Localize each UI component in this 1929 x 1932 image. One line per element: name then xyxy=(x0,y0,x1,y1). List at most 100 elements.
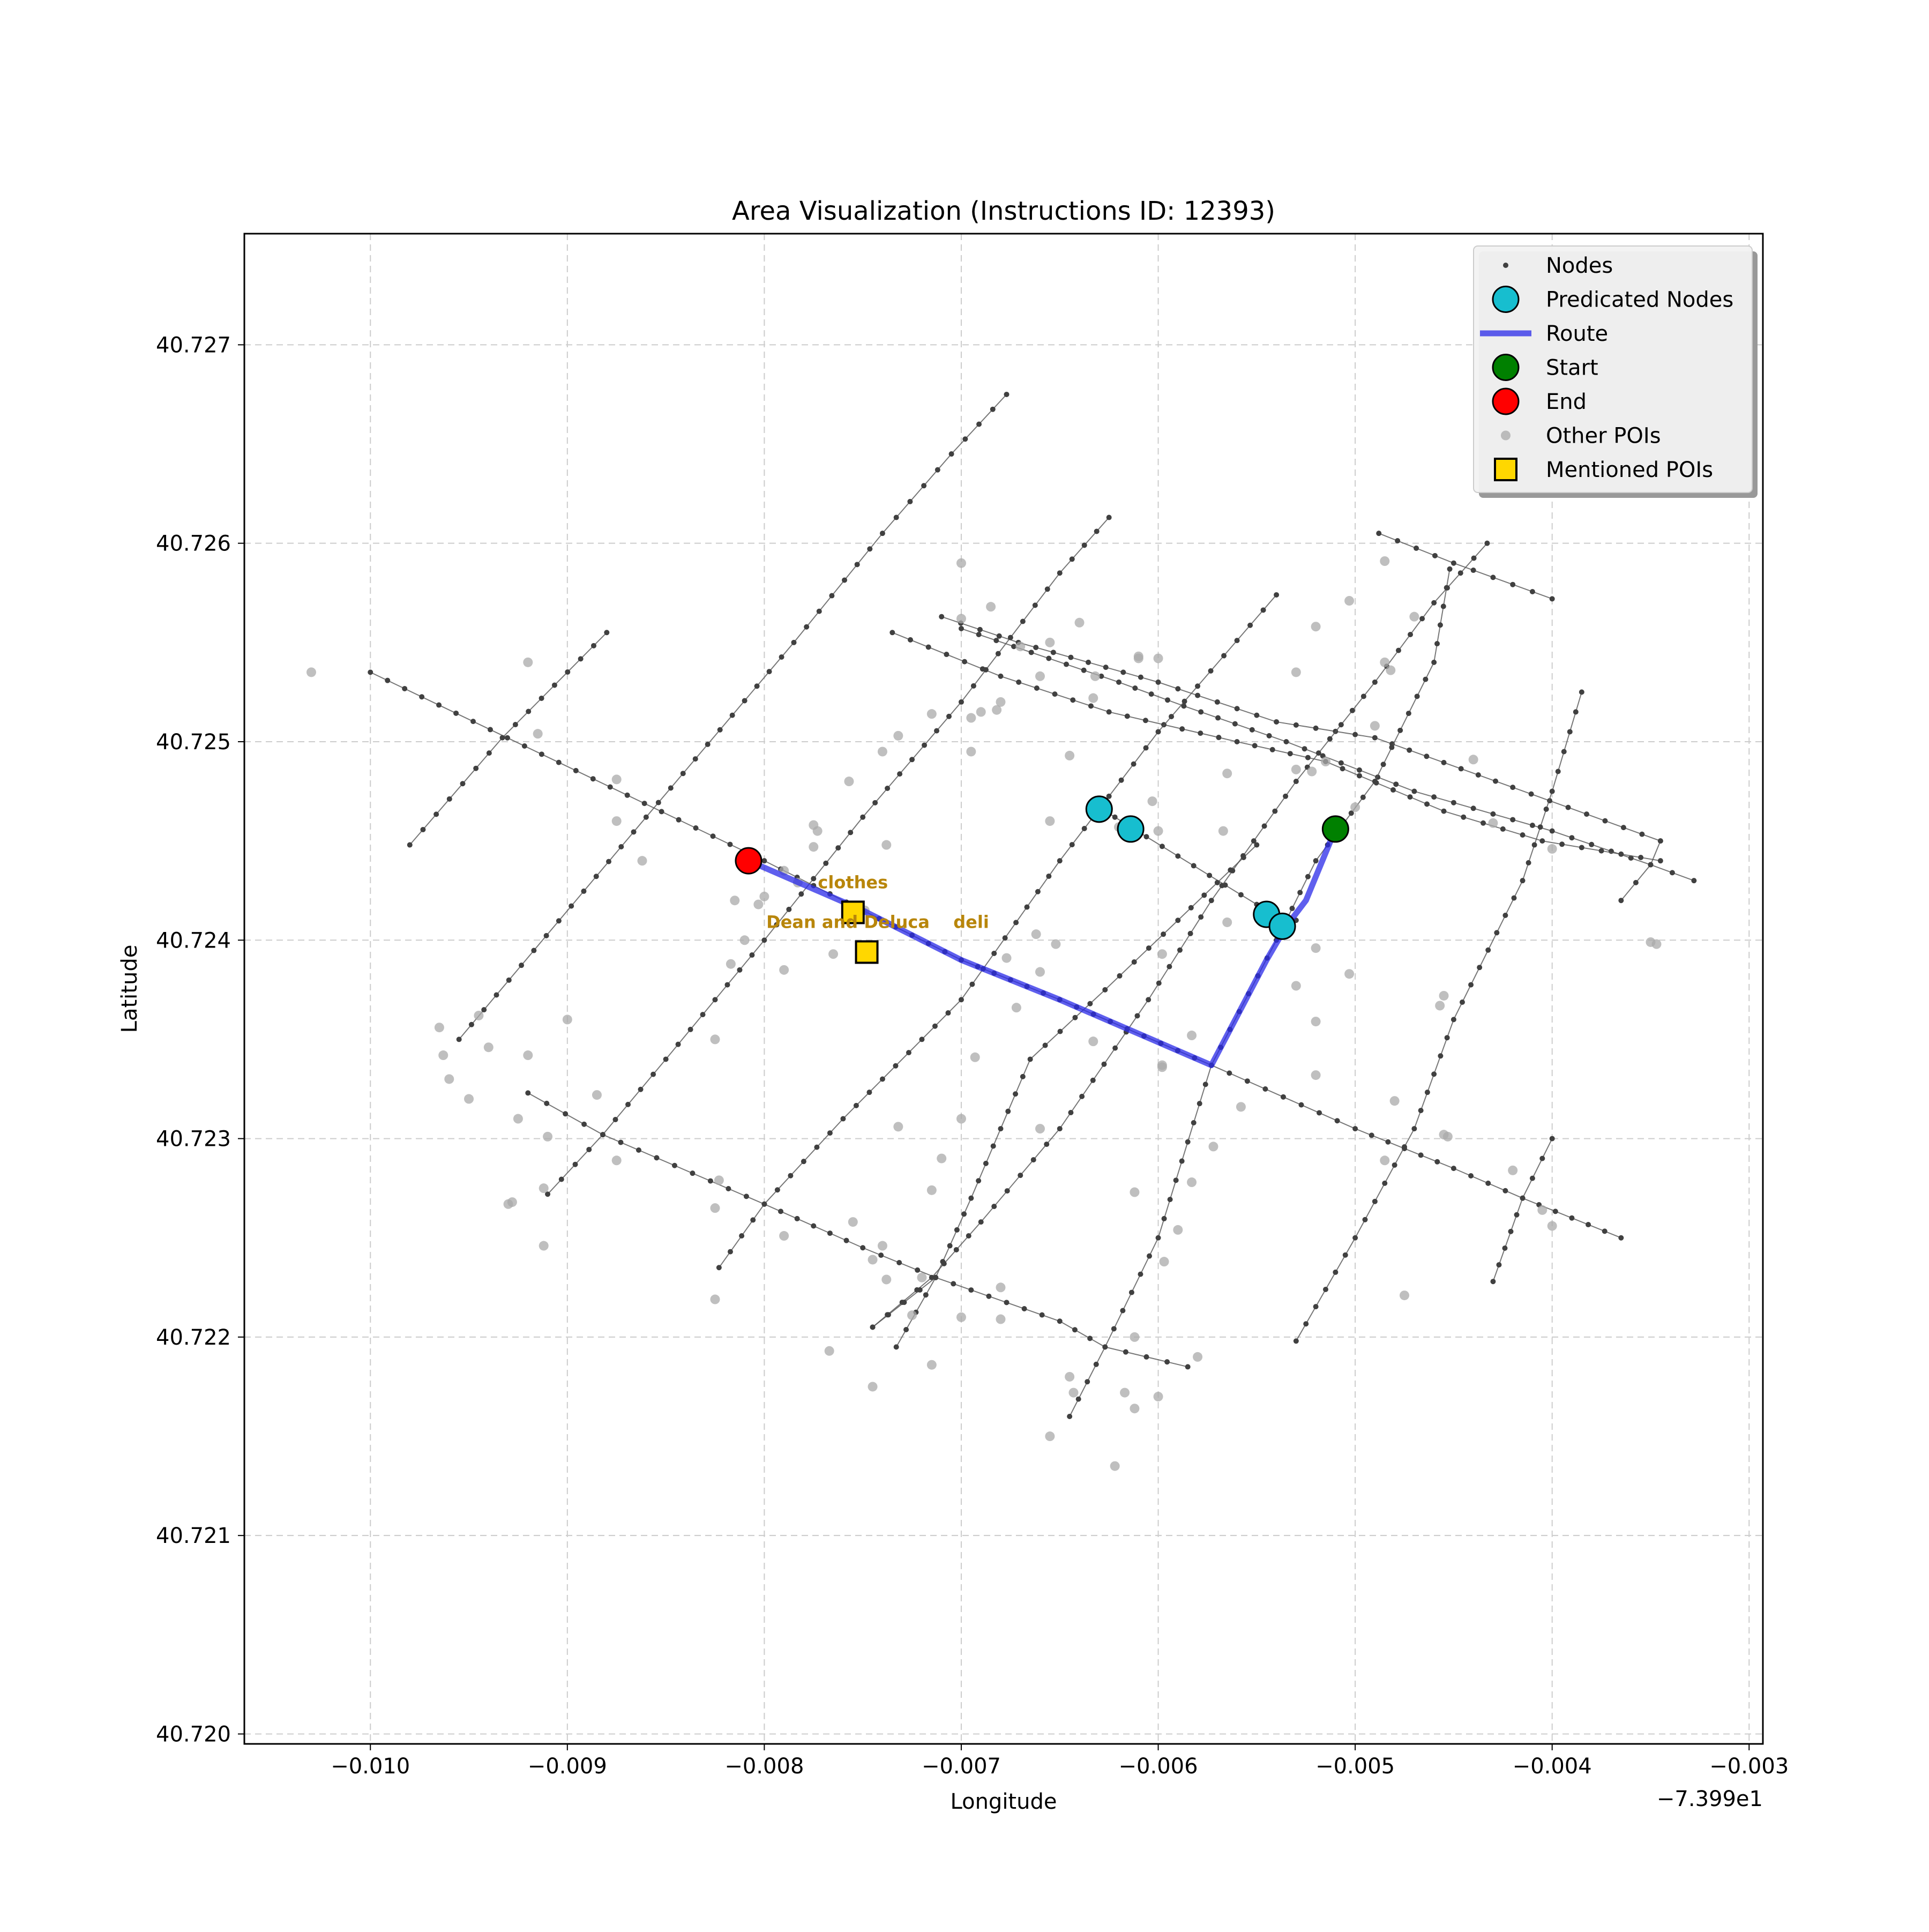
node xyxy=(1087,1001,1093,1006)
node xyxy=(1470,568,1476,573)
node xyxy=(1573,709,1579,715)
node xyxy=(1093,1361,1099,1367)
node xyxy=(1161,931,1167,937)
node xyxy=(1146,997,1152,1003)
node xyxy=(525,1090,531,1096)
node xyxy=(1382,1180,1388,1186)
other-poi xyxy=(824,1346,834,1356)
other-poi xyxy=(956,1312,966,1322)
node xyxy=(1584,811,1590,817)
node xyxy=(600,1132,605,1138)
node xyxy=(1510,817,1516,823)
node xyxy=(854,562,860,568)
y-tick-label: 40.720 xyxy=(156,1722,231,1747)
node xyxy=(1502,912,1508,918)
legend: Nodes Predicated Nodes Route Start End Other … xyxy=(1473,245,1758,498)
node xyxy=(643,814,649,820)
node xyxy=(1418,1108,1424,1114)
node xyxy=(1618,898,1624,904)
node xyxy=(951,1281,956,1287)
other-poi xyxy=(1311,1070,1321,1080)
x-tick-label: −0.010 xyxy=(331,1754,410,1779)
node xyxy=(1106,793,1112,799)
node xyxy=(1234,706,1240,712)
node xyxy=(473,765,479,771)
node xyxy=(998,1126,1004,1132)
other-poi xyxy=(976,707,986,717)
node xyxy=(481,1007,487,1013)
node xyxy=(1372,679,1378,685)
node xyxy=(1032,602,1038,608)
node xyxy=(1565,804,1571,810)
node xyxy=(996,633,1002,639)
mentioned-poi-label: deli xyxy=(953,912,989,932)
node xyxy=(953,1247,959,1252)
node xyxy=(1555,769,1561,774)
node xyxy=(1068,1109,1074,1115)
node xyxy=(470,719,476,725)
other-poi xyxy=(1074,617,1085,628)
other-poi xyxy=(992,705,1002,715)
other-poi xyxy=(881,840,892,850)
node xyxy=(631,829,637,835)
node xyxy=(786,906,792,912)
mentioned-poi-label: clothes xyxy=(818,872,888,892)
node xyxy=(1081,825,1087,831)
markers: clothes Dean and Deluca deli xyxy=(735,795,1349,964)
node xyxy=(1185,1364,1191,1370)
node xyxy=(1691,878,1697,884)
node xyxy=(565,669,571,675)
node xyxy=(727,841,733,847)
other-poi xyxy=(1380,657,1390,667)
node xyxy=(823,860,829,866)
node xyxy=(1305,755,1311,760)
node xyxy=(1028,650,1034,655)
node xyxy=(1477,965,1483,971)
node xyxy=(563,1111,569,1117)
node xyxy=(990,1143,996,1149)
other-poi xyxy=(1291,667,1301,677)
node xyxy=(1424,1090,1430,1095)
node xyxy=(929,1274,934,1280)
y-tick-label: 40.727 xyxy=(156,333,231,357)
node xyxy=(1179,1158,1185,1164)
node xyxy=(1362,1217,1368,1222)
node xyxy=(1191,1120,1197,1125)
node xyxy=(1559,841,1565,847)
node xyxy=(1405,711,1411,717)
other-poi xyxy=(881,1274,892,1285)
node xyxy=(827,1130,833,1136)
node xyxy=(1293,779,1299,785)
node xyxy=(506,977,512,983)
other-poi xyxy=(1045,1431,1055,1442)
other-poi xyxy=(1311,1017,1321,1027)
node xyxy=(618,844,624,849)
other-poi xyxy=(996,697,1006,707)
node xyxy=(1057,1028,1063,1034)
node xyxy=(958,625,964,631)
node xyxy=(385,677,391,683)
node xyxy=(1648,862,1654,868)
node xyxy=(407,842,413,848)
street-line xyxy=(961,628,1694,882)
node xyxy=(1549,1136,1555,1142)
node xyxy=(1143,834,1149,840)
node xyxy=(1024,904,1030,910)
node xyxy=(1360,693,1366,699)
node xyxy=(1431,659,1437,665)
node xyxy=(1030,1157,1036,1163)
y-axis-label: Latitude xyxy=(117,945,142,1033)
node xyxy=(624,792,630,798)
node xyxy=(1167,1197,1173,1203)
node xyxy=(1249,727,1255,733)
node xyxy=(1057,1318,1063,1324)
x-axis-label: Longitude xyxy=(951,1789,1057,1814)
node xyxy=(1005,1108,1011,1114)
other-poi xyxy=(812,826,823,836)
node xyxy=(1042,1042,1048,1048)
other-poi xyxy=(1344,596,1355,606)
node xyxy=(1569,1215,1575,1221)
other-poi xyxy=(1291,764,1301,774)
node xyxy=(1317,1110,1322,1116)
node xyxy=(1423,676,1429,682)
